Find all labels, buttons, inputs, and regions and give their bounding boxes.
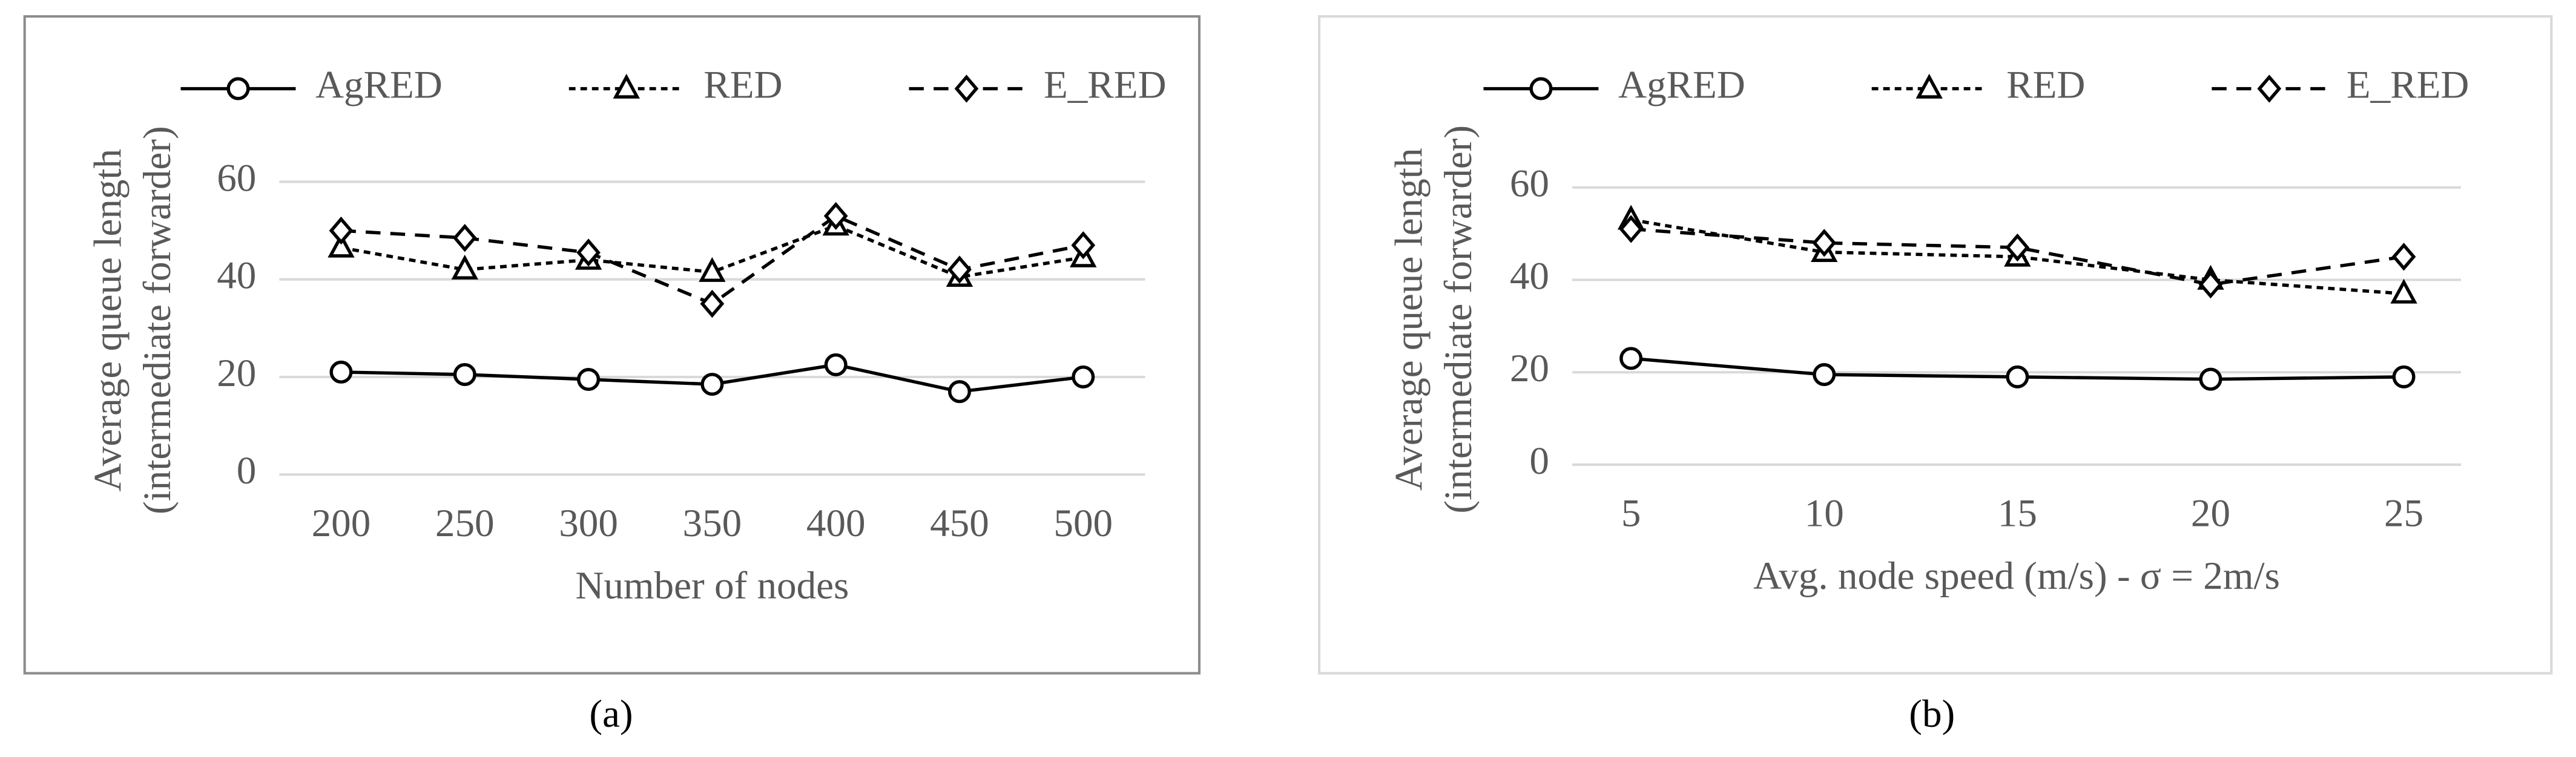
y-axis-title: (intermediate forwarder)	[136, 126, 179, 514]
legend-marker	[226, 77, 250, 100]
x-axis-title: Avg. node speed (m/s) - σ = 2m/s	[1753, 554, 2280, 598]
y-axis-title: (intermediate forwarder)	[1437, 125, 1480, 514]
panel-frame	[1318, 15, 2553, 675]
x-tick-label: 5	[1621, 492, 1641, 536]
marker	[453, 362, 476, 386]
marker	[1812, 229, 1837, 257]
legend-marker	[613, 73, 640, 99]
marker	[452, 224, 477, 252]
legend-label: AgRED	[1618, 63, 1745, 107]
x-tick-label: 500	[1053, 502, 1113, 545]
x-tick-label: 25	[2384, 492, 2423, 536]
marker	[2392, 365, 2416, 388]
legend-marker	[1916, 73, 1943, 99]
marker	[451, 254, 478, 280]
y-tick-label: 60	[217, 156, 256, 200]
marker	[2390, 278, 2417, 304]
marker	[576, 238, 601, 267]
marker	[2005, 233, 2030, 262]
legend-label: RED	[703, 63, 782, 107]
marker	[1072, 365, 1095, 388]
series-line	[1630, 227, 2404, 286]
y-tick-label: 60	[1510, 162, 1549, 206]
legend-label: E_RED	[1044, 63, 1167, 107]
marker	[329, 360, 353, 384]
series-line	[1630, 218, 2404, 296]
legend-label: E_RED	[2347, 63, 2469, 107]
x-axis-title: Number of nodes	[575, 564, 849, 608]
marker	[329, 216, 354, 245]
legend-label: AgRED	[315, 63, 443, 107]
marker	[1619, 215, 1643, 243]
marker	[2198, 270, 2223, 299]
legend-marker	[2257, 74, 2282, 103]
x-tick-label: 20	[2191, 492, 2230, 536]
legend-label: RED	[2006, 63, 2085, 107]
panel-caption: (a)	[589, 692, 633, 736]
marker	[824, 353, 848, 376]
marker	[699, 257, 726, 282]
x-tick-label: 450	[930, 502, 989, 545]
marker	[700, 373, 724, 396]
marker	[1071, 231, 1096, 260]
marker	[2391, 243, 2416, 271]
marker	[947, 255, 972, 284]
panel-caption: (b)	[1909, 692, 1955, 736]
marker	[328, 232, 355, 258]
y-tick-label: 0	[237, 449, 257, 493]
marker	[1813, 363, 1836, 387]
y-tick-label: 40	[217, 254, 256, 298]
y-axis-title: Average queue length	[1388, 148, 1431, 491]
y-axis-title: Average queue length	[86, 149, 130, 491]
x-tick-label: 200	[312, 502, 371, 545]
x-tick-label: 400	[806, 502, 866, 545]
panel-frame	[23, 15, 1201, 675]
legend-marker	[954, 74, 979, 103]
x-tick-label: 15	[1998, 492, 2037, 536]
legend-marker	[1529, 77, 1553, 100]
y-tick-label: 20	[217, 352, 256, 395]
y-tick-label: 40	[1510, 254, 1549, 298]
x-tick-label: 300	[559, 502, 618, 545]
marker	[2006, 365, 2029, 388]
marker	[823, 202, 848, 231]
x-tick-label: 250	[435, 502, 495, 545]
x-tick-label: 10	[1805, 492, 1844, 536]
marker	[700, 289, 725, 318]
y-tick-label: 20	[1510, 347, 1549, 390]
marker	[577, 368, 601, 392]
y-tick-label: 0	[1529, 439, 1549, 483]
marker	[1619, 347, 1643, 370]
marker	[947, 380, 971, 404]
x-tick-label: 350	[683, 502, 742, 545]
marker	[2199, 367, 2222, 391]
